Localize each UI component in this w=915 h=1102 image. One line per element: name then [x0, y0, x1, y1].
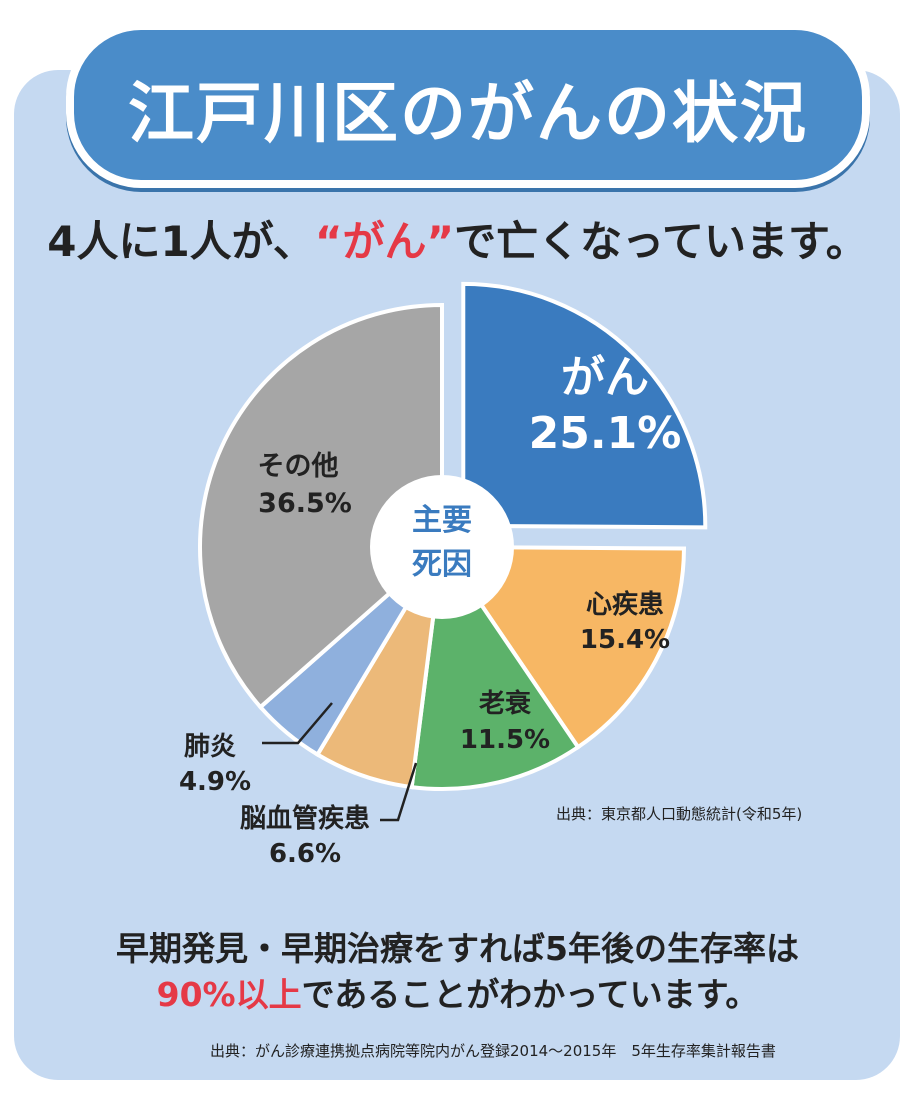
slice-name-label-heart-disease: 心疾患: [586, 589, 664, 620]
pie-slice-heart-disease: [438, 544, 687, 750]
headline-before: 4人に1人が、: [47, 217, 315, 266]
slice-name-label-senility: 老衰: [479, 688, 532, 719]
slice-name-label-cerebrovascular: 脳血管疾患: [239, 803, 370, 834]
survival-rate: 90%以上: [156, 975, 302, 1014]
page-title: 江戸川区のがんの状況: [128, 75, 808, 152]
pie-center-hole: [370, 475, 514, 619]
leader-line-cerebro: [380, 762, 418, 822]
pie-slice-cancer: [461, 281, 708, 530]
headline-after: で亡くなっています。: [454, 217, 868, 266]
headline: 4人に1人が、“がん”で亡くなっています。: [0, 208, 915, 269]
leader-line-pneumonia: [262, 702, 333, 745]
survival-note-line1: 早期発見・早期治療をすれば5年後の生存率は: [116, 929, 799, 968]
slice-name-label-other: その他: [258, 451, 339, 482]
headline-accent: “がん”: [314, 217, 455, 266]
slice-pct-label-cerebrovascular: 6.6%: [269, 839, 341, 869]
chart-source: 出典：東京都人口動態統計(令和5年): [556, 805, 802, 823]
slice-pct-label-other: 36.5%: [258, 488, 352, 519]
slice-name-label-pneumonia: 肺炎: [184, 732, 236, 762]
slice-pct-label-heart-disease: 15.4%: [580, 625, 670, 655]
slice-pct-label-cancer: 25.1%: [529, 408, 682, 459]
slice-pct-label-pneumonia: 4.9%: [179, 767, 251, 797]
center-label-line2: 死因: [412, 547, 472, 582]
slice-name-label-cancer: がん: [561, 352, 649, 403]
footer-source: 出典：がん診療連携拠点病院等院内がん登録2014〜2015年 5年生存率集計報告…: [210, 1042, 776, 1060]
title-banner: 江戸川区のがんの状況: [66, 22, 870, 188]
pie-slice-other: [198, 302, 444, 710]
survival-note-rest: であることがわかっています。: [301, 975, 759, 1014]
center-label-line1: 主要: [412, 503, 472, 538]
slice-pct-label-senility: 11.5%: [460, 725, 550, 755]
survival-note-line2: 90%以上であることがわかっています。: [0, 968, 915, 1016]
